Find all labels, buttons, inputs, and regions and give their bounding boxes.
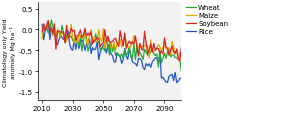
Maize [158,47,162,48]
Wheat [154,55,157,57]
Rice [175,82,178,84]
Wheat [179,70,183,72]
Line: Rice: Rice [42,22,181,83]
Soybean [124,48,128,50]
Soybean [152,43,156,45]
Rice [154,58,157,59]
Wheat [40,34,44,35]
Wheat [144,52,148,54]
Maize [40,38,44,40]
Soybean [178,61,181,62]
Maize [179,53,183,55]
Soybean [158,54,162,55]
Y-axis label: Climatology only Yield
anomaly Mg ha⁻¹: Climatology only Yield anomaly Mg ha⁻¹ [4,18,16,86]
Soybean [179,47,183,48]
Line: Wheat: Wheat [42,21,181,71]
Rice [144,63,148,65]
Maize [154,50,157,51]
Soybean [46,21,50,22]
Legend: Wheat, Maize, Soybean, Rice: Wheat, Maize, Soybean, Rice [186,5,228,35]
Maize [152,51,156,53]
Wheat [152,54,156,55]
Maize [150,52,154,53]
Rice [152,59,156,61]
Line: Maize: Maize [42,23,181,61]
Rice [46,21,50,22]
Rice [150,62,154,63]
Wheat [50,20,53,21]
Soybean [154,50,157,51]
Line: Soybean: Soybean [42,21,181,61]
Wheat [150,48,154,49]
Maize [124,42,128,43]
Soybean [144,43,148,44]
Soybean [150,52,154,53]
Rice [124,56,128,58]
Maize [46,22,50,23]
Wheat [158,50,162,51]
Rice [179,78,183,79]
Maize [176,60,180,62]
Soybean [40,32,44,33]
Maize [144,44,148,45]
Rice [158,53,162,55]
Rice [40,25,44,26]
Wheat [124,55,128,56]
